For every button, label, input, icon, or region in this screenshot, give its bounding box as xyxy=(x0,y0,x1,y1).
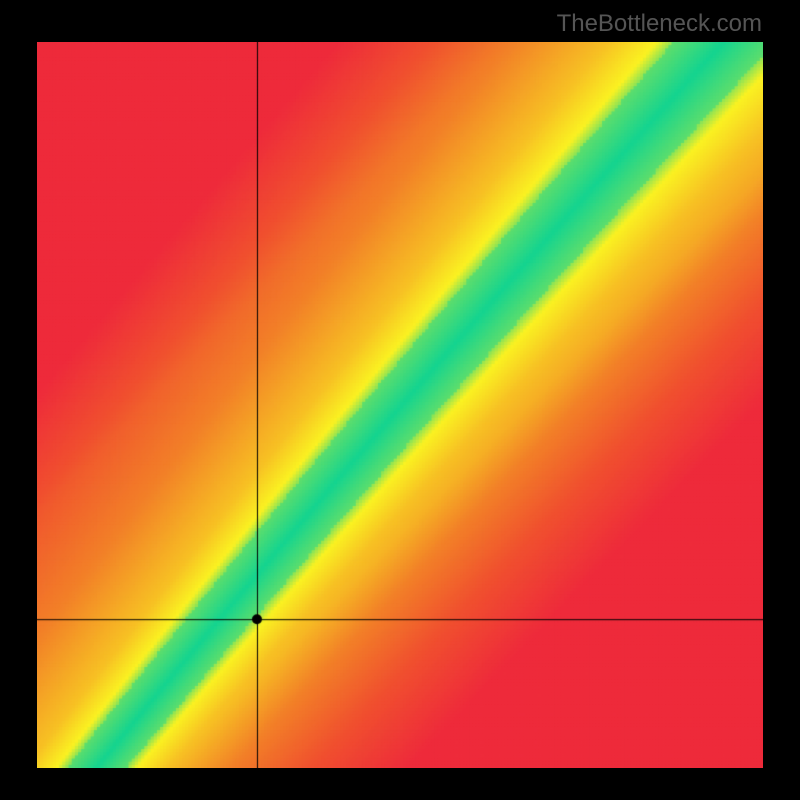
bottleneck-heatmap xyxy=(37,42,763,768)
watermark-text: TheBottleneck.com xyxy=(557,10,762,38)
